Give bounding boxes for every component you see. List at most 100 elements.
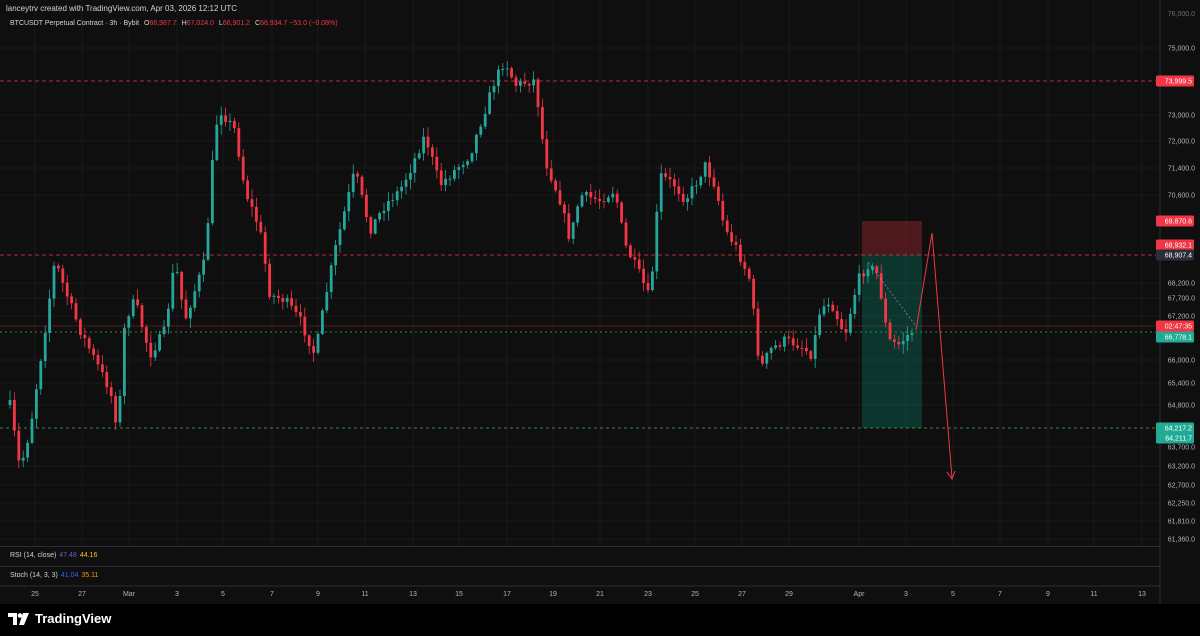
- candle-body: [571, 222, 575, 239]
- resistance-price-tag[interactable]: 73,999.5: [1156, 75, 1194, 87]
- take-profit-zone[interactable]: [862, 255, 922, 428]
- candle-body: [395, 191, 399, 201]
- rsi-value-2: 44.16: [79, 552, 98, 559]
- candle-body: [378, 213, 381, 220]
- candle-body: [862, 273, 865, 277]
- projection-path[interactable]: [915, 232, 953, 479]
- candle-body: [879, 273, 883, 299]
- candle-body: [180, 271, 183, 300]
- open-value: 66,987.7: [149, 20, 177, 27]
- price-axis-label: 66,000.0: [1168, 358, 1195, 365]
- candle-body: [356, 173, 359, 177]
- price-axis-label: 72,000.0: [1168, 139, 1195, 146]
- time-axis-label: 15: [455, 591, 463, 598]
- high-value: 67,024.0: [186, 20, 214, 27]
- candle-body: [400, 186, 403, 192]
- candle-body: [237, 128, 241, 157]
- candle-body: [576, 206, 579, 223]
- target-price-tag[interactable]: 64,217.2: [1156, 422, 1194, 434]
- candle-body: [536, 79, 540, 108]
- stop-price-tag[interactable]: 69,870.6: [1156, 215, 1194, 227]
- candle-body: [615, 193, 619, 203]
- candle-body: [796, 345, 799, 348]
- tradingview-logo-icon: [8, 612, 29, 625]
- candle-body: [409, 172, 412, 180]
- price-axis-label: 75,000.0: [1168, 46, 1195, 53]
- current-price-tag[interactable]: 66,778.1: [1156, 331, 1194, 343]
- candle-body: [325, 292, 329, 311]
- candle-body: [778, 345, 782, 347]
- candle-body: [224, 115, 227, 123]
- candle-body: [765, 352, 769, 364]
- candle-body: [756, 308, 760, 356]
- rsi-value-1: 47.48: [59, 552, 77, 559]
- candle-body: [589, 192, 593, 198]
- candle-body: [285, 298, 289, 302]
- target-price-tag-text: 64,217.2: [1165, 426, 1192, 433]
- candle-body: [52, 265, 56, 299]
- candle-body: [43, 332, 47, 362]
- candle-body: [21, 457, 25, 461]
- candle-body: [307, 335, 311, 347]
- time-axis-label: 13: [1138, 591, 1146, 598]
- price-axis-label: 61,810.0: [1168, 519, 1195, 526]
- candle-body: [501, 68, 505, 70]
- candle-body: [140, 305, 144, 327]
- candle-body: [246, 180, 249, 200]
- stop-price-tag-text: 69,870.6: [1165, 219, 1192, 226]
- candle-body: [17, 430, 21, 461]
- trend-line[interactable]: [867, 261, 917, 327]
- candle-body: [373, 219, 377, 234]
- candle-body: [774, 345, 777, 348]
- candle-body: [57, 265, 60, 269]
- candle-body: [554, 180, 557, 191]
- candle-body: [906, 335, 909, 342]
- candle-body: [162, 326, 166, 335]
- candle-body: [413, 158, 417, 173]
- candle-body: [505, 68, 509, 70]
- candle-body: [910, 333, 914, 336]
- price-axis-label: 71,400.0: [1168, 166, 1195, 173]
- candle-body: [681, 193, 685, 203]
- candle-body: [30, 418, 34, 443]
- candle-body: [611, 193, 615, 198]
- time-axis-label: 29: [785, 591, 793, 598]
- stoch-pane[interactable]: [0, 566, 1160, 587]
- rsi-pane[interactable]: [0, 546, 1160, 567]
- close-value: 66,934.7: [260, 20, 288, 27]
- time-axis-label: 21: [596, 591, 604, 598]
- candle-body: [677, 186, 681, 194]
- entry-price-tag[interactable]: 68,932.1: [1156, 239, 1194, 251]
- footer-bar: [0, 604, 1200, 636]
- target-price-tag-secondary[interactable]: 64,211.7: [1156, 432, 1194, 444]
- time-axis-label: 19: [549, 591, 557, 598]
- symbol-legend: BTCUSDT Perpetual Contract · 3h · Bybit …: [10, 20, 338, 27]
- candle-body: [783, 336, 786, 347]
- price-axis-label: 62,250.0: [1168, 501, 1195, 508]
- countdown-tag[interactable]: 02:47:35: [1156, 320, 1194, 332]
- symbol-name[interactable]: BTCUSDT Perpetual Contract · 3h · Bybit: [10, 20, 140, 27]
- candle-body: [197, 274, 201, 292]
- candle-body: [492, 86, 496, 93]
- arrow-head-icon: [946, 470, 956, 481]
- low-label: L: [218, 20, 223, 27]
- candle-body: [827, 304, 830, 307]
- stop-loss-zone[interactable]: [862, 221, 922, 255]
- price-axis-label: 63,700.0: [1168, 445, 1195, 452]
- tradingview-logo: TradingView: [8, 611, 111, 626]
- price-axis-label: 67,200.0: [1168, 314, 1195, 321]
- entry-price-tag-secondary[interactable]: 68,907.4: [1156, 249, 1194, 261]
- candle-body: [466, 161, 469, 166]
- candle-body: [290, 298, 293, 306]
- candle-body: [61, 268, 65, 283]
- candle-body: [13, 400, 16, 431]
- candle-body: [585, 192, 588, 196]
- candle-body: [426, 136, 430, 148]
- candle-body: [189, 307, 192, 319]
- stoch-legend[interactable]: Stoch (14, 3, 3) 41.04 35.11: [10, 572, 98, 579]
- candle-body: [545, 139, 549, 169]
- rsi-legend[interactable]: RSI (14, close) 47.48 44.16: [10, 552, 97, 559]
- candle-body: [263, 232, 267, 264]
- candle-body: [70, 296, 73, 304]
